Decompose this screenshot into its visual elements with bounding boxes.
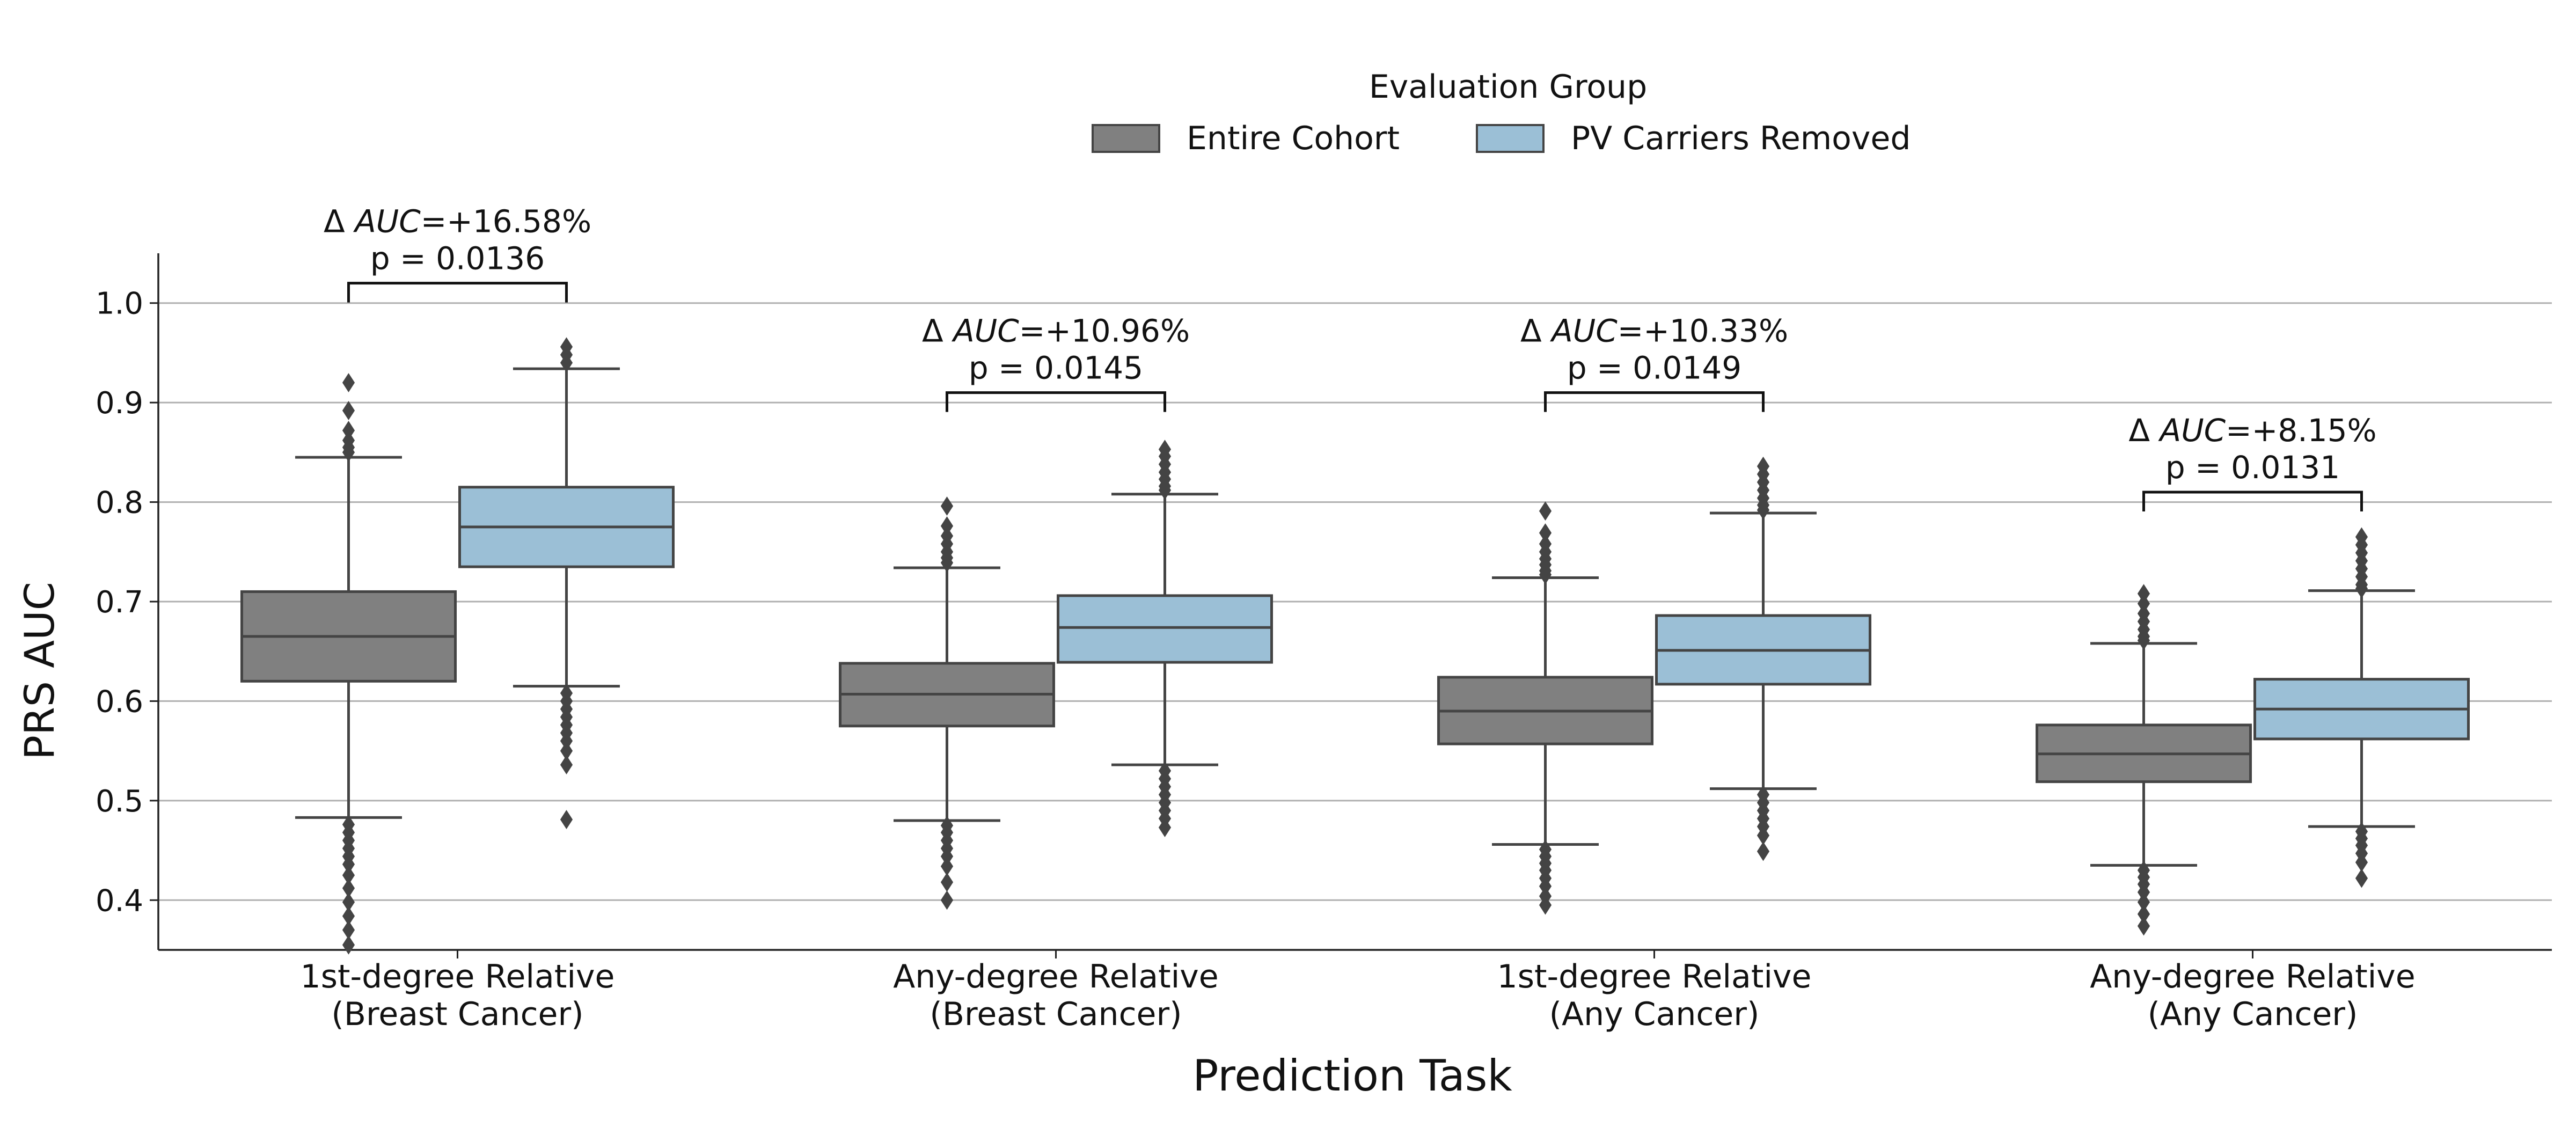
x-tick-label: 1st-degree Relative [1497,958,1812,996]
legend-entry-label: PV Carriers Removed [1571,120,1911,157]
x-tick-label: 1st-degree Relative [301,958,615,996]
x-tick-label: (Any Cancer) [1549,996,1760,1033]
outlier-point [1158,818,1172,837]
outlier-point [342,373,355,392]
outlier-point [560,353,573,372]
p-value-label: p = 0.0136 [370,240,545,277]
significance-bracket [2142,491,2363,512]
legend-title: Evaluation Group [1369,68,1647,106]
delta-auc-label: Δ AUC=+16.58% [324,203,591,240]
outlier-point [342,935,355,955]
x-tick-label: (Breast Cancer) [930,996,1182,1033]
outlier-point [1757,500,1770,520]
outlier-point [2355,868,2368,888]
significance-bracket [347,282,568,303]
y-tick-label: 0.6 [96,684,143,719]
delta-auc-label: Δ AUC=+10.96% [922,313,1190,349]
outlier-point [342,401,355,420]
p-value-label: p = 0.0145 [969,350,1143,386]
outlier-point [940,890,954,910]
legend: Evaluation Group Entire Cohort PV Carriers… [1092,68,1911,157]
legend-swatch [1476,124,1545,153]
significance-bracket [946,391,1166,412]
x-ticks: 1st-degree Relative(Breast Cancer)Any-de… [301,950,2416,1033]
x-tick-label: (Any Cancer) [2148,996,2358,1033]
boxes [240,337,2470,955]
outlier-point [2137,631,2150,650]
outlier-point [1158,480,1172,500]
y-tick-label: 1.0 [96,287,143,321]
x-tick-label: Any-degree Relative [893,958,1218,996]
x-tick-label: (Breast Cancer) [331,996,583,1033]
outlier-point [1757,841,1770,861]
outlier-point [560,755,573,775]
delta-auc-label: Δ AUC=+8.15% [2128,412,2376,449]
legend-entry-label: Entire Cohort [1187,120,1400,157]
outlier-point [2355,579,2368,598]
outlier-point [940,496,954,516]
outlier-point [2137,916,2150,936]
y-tick-label: 0.8 [96,486,143,521]
outlier-point [940,553,954,573]
y-tick-label: 0.7 [96,585,143,620]
outlier-point [1539,565,1552,584]
significance-bracket [1544,391,1765,412]
y-ticks: 0.4 0.5 0.6 0.7 0.8 0.9 1.0 [96,287,158,918]
x-tick-label: Any-degree Relative [2090,958,2415,996]
y-gridlines [158,302,2552,901]
outlier-point [342,442,355,462]
delta-auc-label: Δ AUC=+10.33% [1520,313,1788,349]
outlier-point [1539,501,1552,521]
y-tick-label: 0.9 [96,386,143,421]
x-axis-label: Prediction Task [1192,1051,1512,1101]
legend-swatch [1092,124,1160,153]
outlier-point [560,810,573,830]
y-tick-label: 0.5 [96,784,143,819]
outlier-point [1539,895,1552,915]
p-value-label: p = 0.0131 [2165,449,2340,486]
box-iqr [1057,594,1273,664]
y-axis-label: PRS AUC [16,582,63,760]
y-tick-label: 0.4 [96,883,143,918]
p-value-label: p = 0.0149 [1567,350,1741,386]
